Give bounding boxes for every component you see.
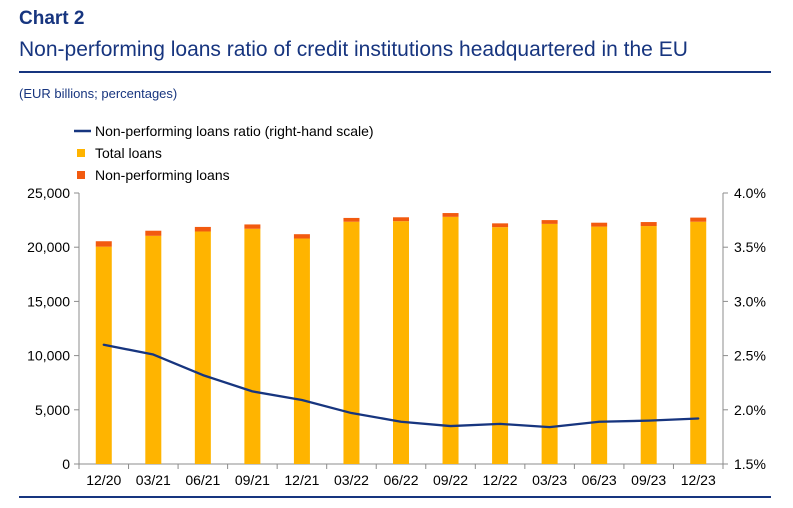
non-performing-loans-bar <box>194 226 211 232</box>
legend-total-loans-swatch <box>77 149 85 157</box>
x-tick-label: 06/21 <box>185 472 220 488</box>
npl-ratio-point <box>152 353 155 356</box>
npl-ratio-point <box>499 423 501 425</box>
non-performing-loans-bar <box>343 217 360 222</box>
x-tick-label: 12/22 <box>483 472 518 488</box>
non-performing-loans-bar <box>393 217 409 222</box>
title-divider <box>19 71 771 73</box>
total-loans-bar <box>145 235 162 464</box>
x-tick-label: 09/22 <box>433 472 468 488</box>
non-performing-loans-bar <box>95 241 112 247</box>
x-tick-label: 09/21 <box>235 472 270 488</box>
npl-ratio-point <box>647 419 650 422</box>
left-y-tick-label: 15,000 <box>27 293 70 309</box>
total-loans-bar <box>343 221 360 464</box>
non-performing-loans-bar <box>541 220 558 224</box>
left-y-tick-label: 20,000 <box>27 239 70 255</box>
legend-label: Total loans <box>95 145 162 161</box>
npl-ratio-point <box>202 374 204 376</box>
npl-ratio-point <box>102 343 105 346</box>
bottom-divider <box>19 496 771 498</box>
total-loans-bar <box>393 221 409 464</box>
total-loans-bar <box>95 246 112 464</box>
right-y-tick-label: 2.5% <box>734 348 766 364</box>
left-y-tick-label: 25,000 <box>27 185 70 201</box>
chart-label: Chart 2 <box>19 8 85 29</box>
total-loans-bar <box>244 228 261 464</box>
npl-ratio-point <box>548 426 551 428</box>
left-y-tick-label: 0 <box>62 456 70 472</box>
x-tick-label: 12/20 <box>86 472 121 488</box>
non-performing-loans-bar <box>244 224 261 229</box>
npl-ratio-point <box>598 420 600 423</box>
total-loans-bar <box>541 223 558 464</box>
total-loans-bar <box>293 238 310 464</box>
npl-ratio-point <box>301 399 303 401</box>
legend-label: Non-performing loans <box>95 167 230 183</box>
total-loans-bar <box>690 221 707 464</box>
x-tick-label: 12/23 <box>681 472 716 488</box>
npl-ratio-point <box>251 390 254 393</box>
total-loans-bar <box>442 216 459 464</box>
right-y-tick-label: 4.0% <box>734 185 766 201</box>
npl-ratio-point <box>350 412 353 414</box>
total-loans-bar <box>591 226 608 464</box>
right-y-tick-label: 3.5% <box>734 239 766 255</box>
left-y-tick-label: 10,000 <box>27 348 70 364</box>
x-tick-label: 03/21 <box>136 472 171 488</box>
left-y-tick-label: 5,000 <box>35 402 70 418</box>
npl-ratio-point <box>449 425 452 427</box>
legend-npl-swatch <box>77 171 85 179</box>
right-y-tick-label: 2.0% <box>734 402 766 418</box>
chart-legend: Non-performing loans ratio (right-hand s… <box>74 123 374 183</box>
x-tick-label: 03/22 <box>334 472 369 488</box>
npl-ratio-point <box>400 420 402 423</box>
axis-labels-group: 0 5,000 10,000 15,000 20,000 25,000 1.5% 2.0% 2.… <box>27 185 766 488</box>
non-performing-loans-bar <box>690 217 707 222</box>
total-loans-bar <box>492 227 509 464</box>
chart-subtitle: (EUR billions; percentages) <box>19 86 178 101</box>
x-tick-label: 09/23 <box>631 472 666 488</box>
right-y-tick-label: 1.5% <box>734 456 766 472</box>
total-loans-bar <box>194 231 211 464</box>
legend-label: Non-performing loans ratio (right-hand s… <box>95 123 374 139</box>
bar-series-group <box>95 213 707 464</box>
x-tick-label: 12/21 <box>284 472 319 488</box>
x-tick-label: 03/23 <box>532 472 567 488</box>
non-performing-loans-bar <box>145 230 162 236</box>
ratio-line-group <box>102 343 700 429</box>
non-performing-loans-bar <box>293 234 310 239</box>
chart-title: Non-performing loans ratio of credit ins… <box>19 38 688 61</box>
non-performing-loans-bar <box>442 213 459 217</box>
non-performing-loans-bar <box>640 222 657 227</box>
npl-ratio-point <box>697 417 700 420</box>
total-loans-bar <box>640 226 657 464</box>
x-tick-label: 06/23 <box>582 472 617 488</box>
x-tick-label: 06/22 <box>383 472 418 488</box>
right-y-tick-label: 3.0% <box>734 293 766 309</box>
non-performing-loans-bar <box>492 223 509 228</box>
non-performing-loans-bar <box>591 222 608 227</box>
